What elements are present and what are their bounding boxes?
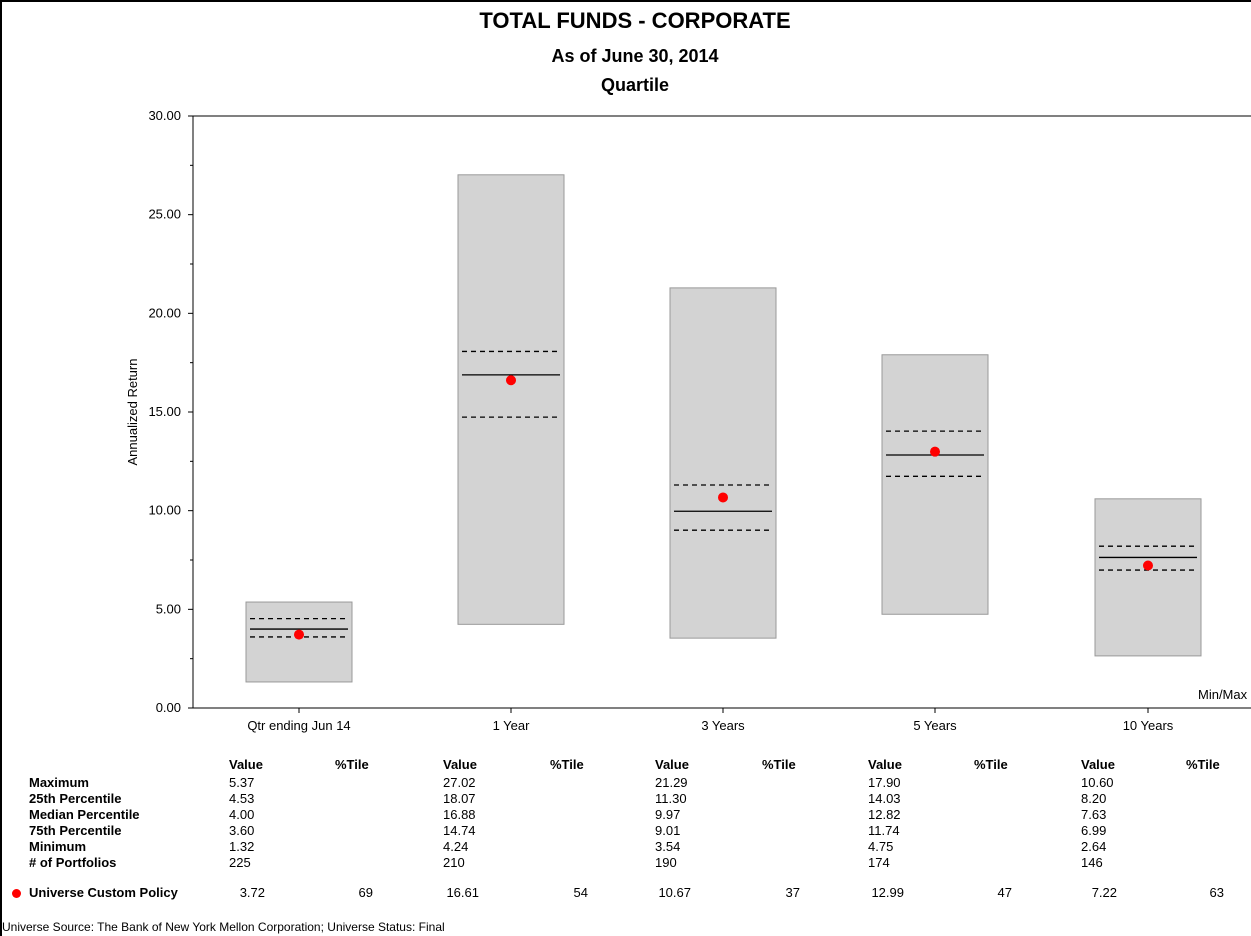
stat-value: 7.63 [1081,807,1107,822]
stat-value: 18.07 [443,791,476,806]
stat-value: 9.01 [655,823,681,838]
y-tick-label: 20.00 [148,305,181,320]
stat-value: 2.64 [1081,839,1107,854]
range-box [669,287,777,639]
stat-value: 174 [868,855,890,870]
y-tick-label: 0.00 [156,700,181,715]
range-box [245,601,353,683]
policy-marker-icon [12,889,21,898]
value-header: Value [443,757,477,772]
policy-point [718,492,728,503]
x-tick-label: 10 Years [1123,718,1174,733]
y-tick-label: 15.00 [148,404,181,419]
row-label: Maximum [29,775,89,790]
stat-value: 8.20 [1081,791,1107,806]
tile-header: %Tile [1186,757,1220,772]
stat-value: 10.60 [1081,775,1114,790]
stat-value: 12.82 [868,807,901,822]
x-tick-label: 1 Year [493,718,531,733]
row-label: Median Percentile [29,807,140,822]
value-header: Value [229,757,263,772]
y-tick-label: 10.00 [148,503,181,518]
stat-value: 1.32 [229,839,255,854]
tile-header: %Tile [974,757,1008,772]
value-header: Value [868,757,902,772]
value-header: Value [655,757,689,772]
tile-header: %Tile [335,757,369,772]
policy-point [506,375,516,386]
y-tick-label: 30.00 [148,108,181,123]
stat-value: 14.74 [443,823,476,838]
stat-value: 146 [1081,855,1103,870]
policy-value: 10.67 [658,885,691,900]
x-tick-label: Qtr ending Jun 14 [247,718,350,733]
y-tick-label: 5.00 [156,601,181,616]
chart-title: TOTAL FUNDS - CORPORATE [479,8,791,33]
policy-tile: 69 [358,885,373,900]
stat-value: 4.00 [229,807,255,822]
stat-value: 27.02 [443,775,476,790]
chart-plot: 0.00 5.00 10.00 15.00 20.00 25.00 30.00 Annuali… [125,108,1251,733]
y-tick-label: 25.00 [148,207,181,222]
policy-label: Universe Custom Policy [29,885,178,900]
stat-value: 14.03 [868,791,901,806]
policy-value: 12.99 [871,885,904,900]
range-box [457,174,565,625]
stat-value: 4.75 [868,839,894,854]
policy-value: 3.72 [239,885,265,900]
row-label: Minimum [29,839,87,854]
tile-header: %Tile [550,757,584,772]
stat-value: 225 [229,855,251,870]
value-header: Value [1081,757,1115,772]
tile-header: %Tile [762,757,796,772]
row-label: 75th Percentile [29,823,122,838]
policy-tile: 47 [997,885,1012,900]
stat-value: 9.97 [655,807,681,822]
policy-tile: 63 [1209,885,1224,900]
chart-subtitle-quartile: Quartile [600,75,670,95]
x-tick-label: 5 Years [913,718,957,733]
stat-value: 210 [443,855,465,870]
range-box [1094,498,1202,657]
policy-tile: 37 [785,885,800,900]
stat-value: 4.24 [443,839,469,854]
universe-source: Universe Source: The Bank of New York Me… [2,920,445,934]
stat-value: 21.29 [655,775,688,790]
policy-tile: 54 [573,885,588,900]
stat-value: 11.74 [868,823,900,838]
stat-value: 17.90 [868,775,901,790]
row-label: 25th Percentile [29,791,122,806]
row-label: # of Portfolios [29,855,117,870]
stat-value: 190 [655,855,677,870]
policy-value: 16.61 [446,885,479,900]
policy-value: 7.22 [1091,885,1117,900]
range-box [881,354,989,615]
chart-subtitle: As of June 30, 2014 [551,46,719,66]
stat-value: 11.30 [655,791,687,806]
policy-point [294,629,304,640]
policy-point [1143,560,1153,571]
stat-value: 5.37 [229,775,255,790]
policy-point [930,446,940,457]
stat-value: 6.99 [1081,823,1107,838]
x-tick-label: 3 Years [701,718,745,733]
stat-value: 16.88 [443,807,476,822]
stat-value: 4.53 [229,791,255,806]
legend-minmax: Min/Max [1198,687,1248,702]
y-axis-label: Annualized Return [125,359,140,466]
stat-value: 3.54 [655,839,681,854]
stat-value: 3.60 [229,823,255,838]
